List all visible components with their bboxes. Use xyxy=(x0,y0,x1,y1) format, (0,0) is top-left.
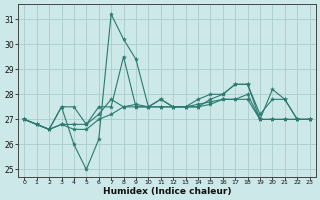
X-axis label: Humidex (Indice chaleur): Humidex (Indice chaleur) xyxy=(103,187,231,196)
